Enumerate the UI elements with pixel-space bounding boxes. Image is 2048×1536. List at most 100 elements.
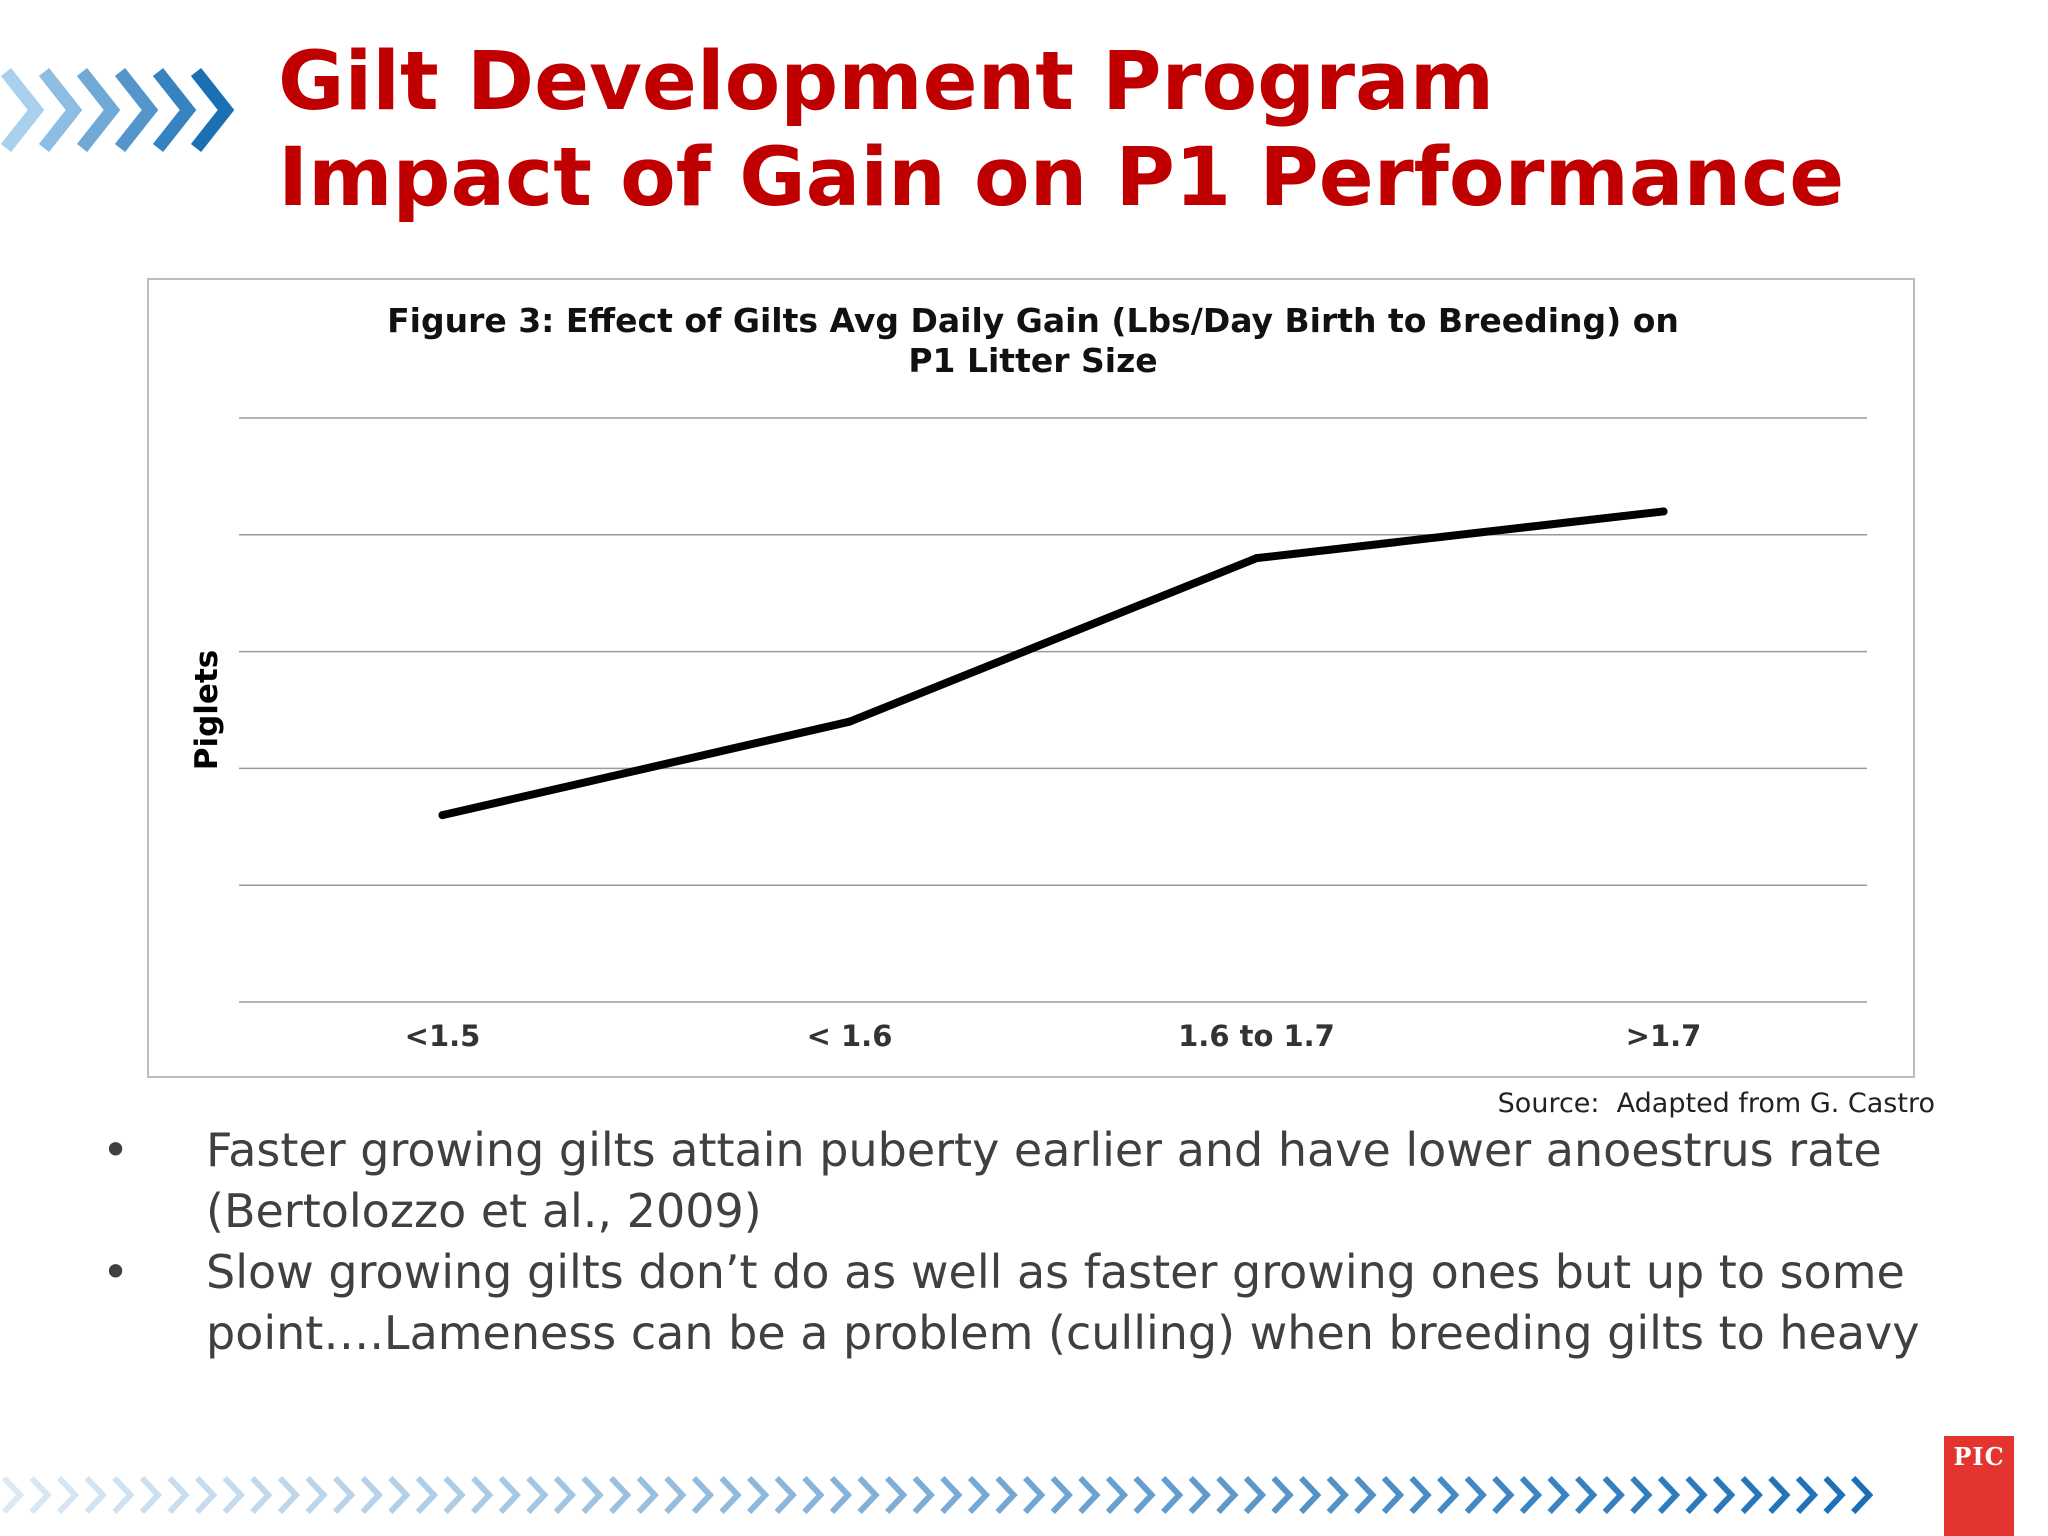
x-tick-label: <1.5 (405, 1019, 481, 1053)
chevron-icon (967, 1475, 991, 1515)
x-tick-label: >1.7 (1626, 1019, 1702, 1053)
bullet-item: • Slow growing gilts don’t do as well as … (96, 1242, 1946, 1364)
chevron-icon (912, 1475, 935, 1515)
chevron-icon (1575, 1475, 1598, 1515)
chevron-icon (1713, 1475, 1736, 1515)
chevron-icon (1050, 1475, 1073, 1515)
chevron-icon (57, 1475, 80, 1515)
chevron-icon (774, 1475, 797, 1515)
chart-title-line: P1 Litter Size (908, 341, 1157, 380)
chevron-icon (29, 1475, 52, 1515)
chevron-icon (1078, 1475, 1101, 1515)
series-line (438, 507, 1668, 820)
chevron-icon (1161, 1475, 1184, 1515)
chevron-icon (802, 1475, 825, 1515)
chevron-icon (360, 1475, 383, 1515)
pic-logo: PIC (1944, 1436, 2014, 1536)
chevron-icon (636, 1475, 659, 1515)
bottom-chevron-decoration (1, 1475, 1874, 1515)
chevron-icon (1685, 1475, 1708, 1515)
chevron-icon (277, 1475, 301, 1515)
chevron-icon (1602, 1475, 1625, 1515)
x-tick-label: < 1.6 (807, 1019, 893, 1053)
chevron-icon (1409, 1475, 1432, 1515)
chevron-icon (139, 1475, 163, 1515)
chevron-icon (388, 1475, 411, 1515)
chevron-icon (1023, 1475, 1046, 1515)
source-note: Source: Adapted from G. Castro (1497, 1088, 1935, 1119)
chevron-icon (1, 1475, 25, 1515)
chevron-icon (1519, 1475, 1543, 1515)
chevron-icon (1354, 1475, 1377, 1515)
bullet-item: • Faster growing gilts attain puberty ear… (96, 1120, 1946, 1242)
chevron-icon (471, 1475, 494, 1515)
chevron-icon (1243, 1475, 1267, 1515)
chevron-icon (114, 67, 159, 153)
slide-title-line-1: Gilt Development Program (278, 35, 1495, 129)
chevron-icon (84, 1475, 107, 1515)
y-axis-label: Piglets (189, 650, 225, 770)
chevron-icon (1795, 1475, 1819, 1515)
chevron-icon (609, 1475, 632, 1515)
chevron-icon (0, 67, 45, 153)
chevron-icon (940, 1475, 963, 1515)
chart-title-line: Figure 3: Effect of Gilts Avg Daily Gain… (387, 301, 1679, 340)
chevron-icon (691, 1475, 715, 1515)
chevron-icon (190, 67, 235, 153)
chevron-icon (829, 1475, 853, 1515)
chevron-icon (167, 1475, 190, 1515)
chevron-icon (1437, 1475, 1460, 1515)
pic-logo-text: PIC (1953, 1442, 2005, 1471)
bullet-text: Faster growing gilts attain puberty earl… (206, 1123, 1882, 1238)
chevron-icon (995, 1475, 1018, 1515)
top-chevron-decoration (0, 67, 235, 153)
chevron-icon (1188, 1475, 1211, 1515)
chevron-icon (1216, 1475, 1239, 1515)
data-point (1659, 507, 1668, 516)
bullet-marker: • (102, 1245, 130, 1299)
chevron-icon (1464, 1475, 1487, 1515)
chevron-icon (305, 1475, 328, 1515)
chevron-icon (1547, 1475, 1570, 1515)
chevron-icon (581, 1475, 604, 1515)
chevron-icon (112, 1475, 135, 1515)
chevron-icon (664, 1475, 687, 1515)
chevron-icon (1823, 1475, 1846, 1515)
data-point (438, 811, 447, 820)
chevron-icon (195, 1475, 218, 1515)
x-tick-label: 1.6 to 1.7 (1178, 1019, 1335, 1053)
chevron-icon (76, 67, 121, 153)
chevron-icon (1851, 1475, 1874, 1515)
bullet-list: • Faster growing gilts attain puberty ear… (96, 1120, 1946, 1364)
chevron-icon (1492, 1475, 1515, 1515)
chevron-icon (1657, 1475, 1681, 1515)
slide-title-line-2: Impact of Gain on P1 Performance (278, 131, 1845, 225)
slide-title: Gilt Development Program Impact of Gain … (278, 34, 1978, 226)
chevron-icon (38, 67, 83, 153)
chevron-icon (1768, 1475, 1791, 1515)
chevron-icon (1299, 1475, 1322, 1515)
chevron-icon (250, 1475, 273, 1515)
chevron-icon (553, 1475, 577, 1515)
bullet-text: Slow growing gilts don’t do as well as f… (206, 1245, 1920, 1360)
chevron-icon (152, 67, 197, 153)
chevron-icon (885, 1475, 908, 1515)
chevron-icon (498, 1475, 521, 1515)
chevron-icon (222, 1475, 245, 1515)
chevron-icon (333, 1475, 356, 1515)
chart-canvas: Figure 3: Effect of Gilts Avg Daily Gain… (189, 301, 1867, 1053)
chevron-icon (1133, 1475, 1156, 1515)
chevron-icon (443, 1475, 466, 1515)
chevron-icon (1381, 1475, 1405, 1515)
chevron-icon (719, 1475, 742, 1515)
data-point (1252, 554, 1261, 563)
bullet-marker: • (102, 1123, 130, 1177)
chevron-icon (747, 1475, 770, 1515)
chevron-icon (526, 1475, 549, 1515)
chevron-icon (1630, 1475, 1653, 1515)
chevron-icon (1105, 1475, 1129, 1515)
data-point (845, 717, 854, 726)
line-chart: Figure 3: Effect of Gilts Avg Daily Gain… (147, 278, 1915, 1078)
chevron-icon (1740, 1475, 1763, 1515)
chevron-icon (1326, 1475, 1349, 1515)
